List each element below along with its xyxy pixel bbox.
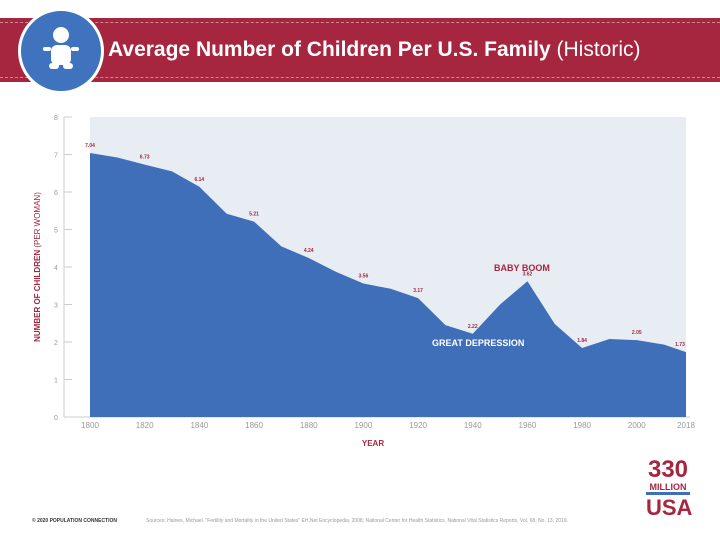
header-band xyxy=(0,18,720,82)
y-tick-label: 5 xyxy=(54,228,58,235)
x-tick-label: 2018 xyxy=(677,421,695,430)
x-tick-label: 1940 xyxy=(464,421,482,430)
y-tick-label: 0 xyxy=(54,415,58,422)
data-label: 2.05 xyxy=(632,330,642,336)
x-tick-label: 2000 xyxy=(628,421,646,430)
x-tick-label: 1840 xyxy=(190,421,208,430)
x-axis-label: YEAR xyxy=(362,439,384,448)
data-label: 3.56 xyxy=(359,274,369,280)
x-tick-label: 1880 xyxy=(300,421,318,430)
annotation: GREAT DEPRESSION xyxy=(432,338,524,348)
x-tick-label: 1820 xyxy=(136,421,154,430)
title-main: Average Number of Children Per U.S. Fami… xyxy=(108,38,551,61)
y-tick-label: 7 xyxy=(54,153,58,160)
y-tick-label: 6 xyxy=(54,190,58,197)
data-label: 1.73 xyxy=(675,342,685,348)
logo-word: MILLION xyxy=(649,482,687,492)
data-label: 2.22 xyxy=(468,324,478,330)
logo-number: 330 xyxy=(647,456,689,483)
y-axis-label: NUMBER OF CHILDREN (PER WOMAN) xyxy=(33,192,42,342)
y-axis-label-main: NUMBER OF CHILDREN xyxy=(33,250,42,342)
area-series xyxy=(90,153,686,417)
y-tick-label: 1 xyxy=(54,378,58,385)
x-tick-label: 1800 xyxy=(81,421,99,430)
y-axis-label-suffix: (PER WOMAN) xyxy=(33,192,42,248)
data-label: 7.04 xyxy=(85,143,95,149)
data-label: 6.73 xyxy=(140,155,150,161)
x-tick-label: 1860 xyxy=(245,421,263,430)
page-title: Average Number of Children Per U.S. Fami… xyxy=(108,38,641,62)
data-label: 1.84 xyxy=(577,338,587,344)
logo: 330 MILLION USA xyxy=(646,456,692,521)
y-tick-label: 2 xyxy=(54,340,58,347)
x-tick-label: 1960 xyxy=(519,421,537,430)
y-tick-label: 3 xyxy=(54,303,58,310)
x-tick-label: 1900 xyxy=(354,421,372,430)
copyright: © 2020 POPULATION CONNECTION xyxy=(32,518,117,524)
x-tick-label: 1980 xyxy=(573,421,591,430)
logo-country: USA xyxy=(646,492,692,521)
y-tick-label: 8 xyxy=(54,115,58,122)
data-label: 5.21 xyxy=(249,212,259,218)
x-tick-label: 1920 xyxy=(409,421,427,430)
baby-icon xyxy=(43,27,79,69)
data-label: 3.17 xyxy=(413,288,423,294)
sources: Sources: Haines, Michael. "Fertility and… xyxy=(146,518,568,524)
data-label: 3.62 xyxy=(523,271,533,277)
annotation: BABY BOOM xyxy=(494,263,550,273)
title-suffix: (Historic) xyxy=(556,38,641,61)
y-tick-label: 4 xyxy=(54,265,58,272)
header-badge xyxy=(18,8,104,94)
data-label: 6.14 xyxy=(194,177,204,183)
data-label: 4.24 xyxy=(304,248,314,254)
